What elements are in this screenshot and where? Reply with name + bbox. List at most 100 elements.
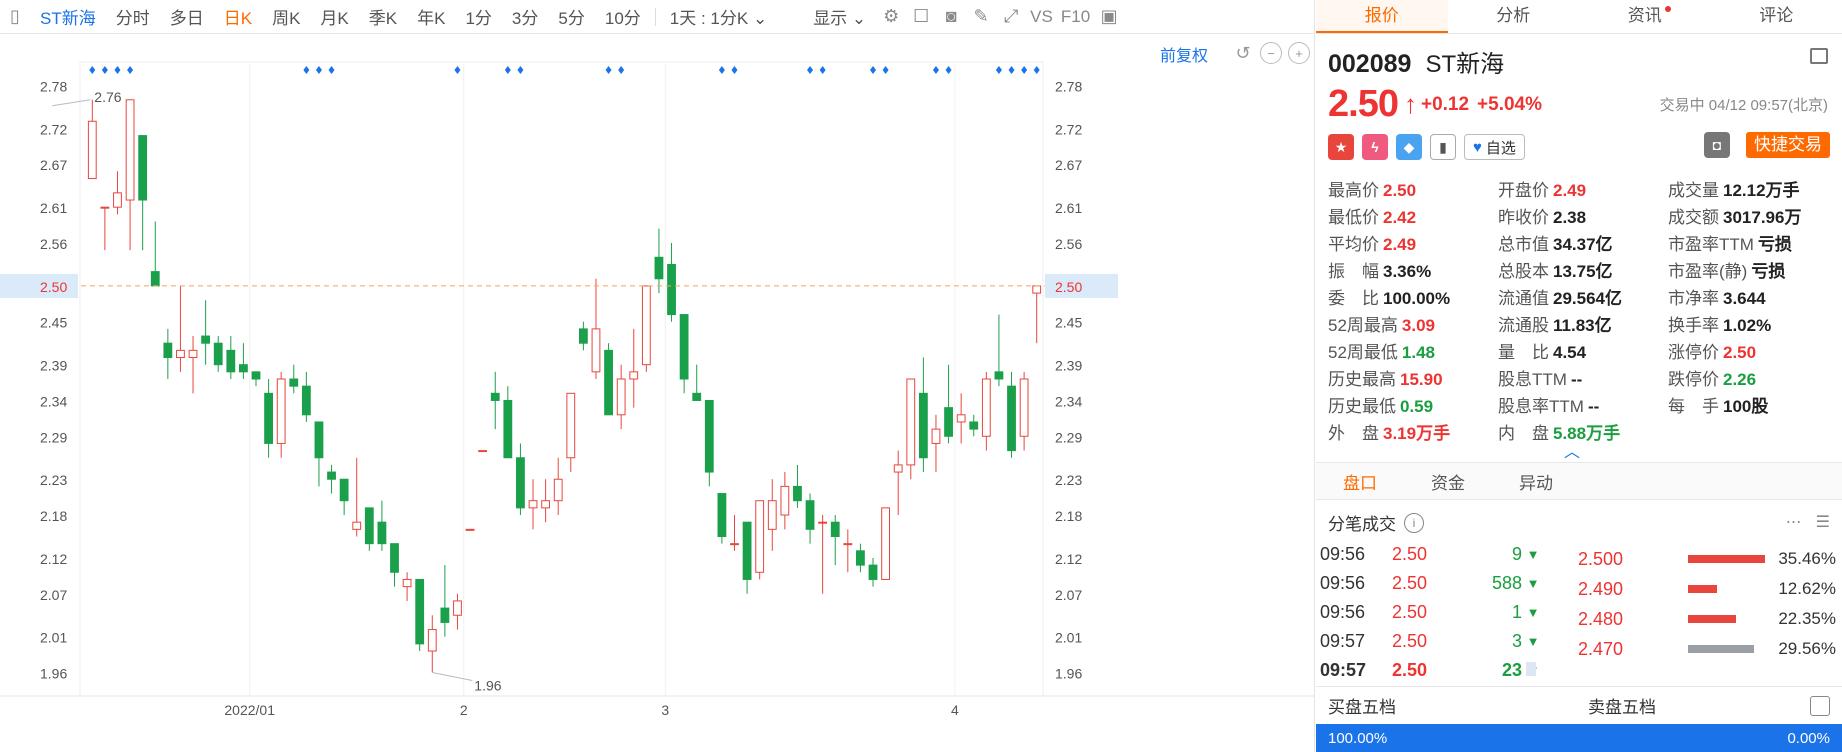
candle <box>339 478 349 516</box>
candle <box>251 371 261 387</box>
stat-cell: 昨收价 2.38 <box>1498 203 1668 228</box>
zoom-out-icon[interactable]: − <box>1260 42 1282 64</box>
tab-analysis[interactable]: 分析 <box>1496 6 1531 25</box>
period-yuek[interactable]: 月K <box>320 9 349 28</box>
event-marker-icon <box>807 66 814 74</box>
tab-alerts[interactable]: 异动 <box>1519 473 1553 493</box>
camera-icon[interactable]: ◙ <box>945 6 957 26</box>
chevron-up-icon[interactable]: ︿ <box>1564 444 1581 461</box>
watchlist-button[interactable]: ♥ 自选 <box>1464 134 1525 160</box>
candle-body <box>881 507 891 580</box>
stat-label: 昨收价 <box>1498 208 1549 227</box>
stat-cell: 量 比 4.54 <box>1498 338 1668 363</box>
stat-label: 历史最高 <box>1328 370 1396 389</box>
candle-body <box>868 564 878 580</box>
candle <box>238 343 248 379</box>
stat-label: 52周最高 <box>1328 316 1398 335</box>
candle <box>314 421 324 487</box>
tab-funds[interactable]: 资金 <box>1431 473 1465 493</box>
stat-cell: 流通股 11.83亿 <box>1498 311 1668 336</box>
trade-time: 09:57 <box>1320 660 1367 680</box>
stat-cell: 市盈率TTM 亏损 <box>1668 230 1838 255</box>
price-distribution: 2.500 35.46% 2.490 12.62% 2.480 22.35% 2.470 29… <box>1578 544 1840 664</box>
period-fenshi[interactable]: 分时 <box>115 9 150 28</box>
fullscreen-icon[interactable]: ⤢ <box>1003 6 1019 26</box>
tab-quote[interactable]: 报价 <box>1316 0 1448 33</box>
display-dropdown[interactable]: 显示 ⌄ <box>803 4 876 29</box>
candle <box>893 450 903 516</box>
list-icon[interactable] <box>1810 48 1828 64</box>
period-duori[interactable]: 多日 <box>169 9 204 28</box>
tab-comments[interactable]: 评论 <box>1759 6 1794 25</box>
stat-cell: 流通值 29.564亿 <box>1498 284 1668 309</box>
sidebar-toggle-icon[interactable]: ▯ <box>10 6 20 26</box>
vs-button[interactable]: VS <box>1030 6 1053 26</box>
stat-cell: 52周最低 1.48 <box>1328 338 1498 363</box>
china-flag-icon[interactable]: ★ <box>1328 134 1354 160</box>
candle-body <box>830 521 840 538</box>
candle <box>553 457 563 516</box>
list-view-icon[interactable]: ☰ <box>1815 514 1830 531</box>
candlestick-chart[interactable]: 2.78 2.72 2.67 2.61 2.56 2.45 2.39 2.34 2.29 2.23… <box>0 34 1315 752</box>
info-icon[interactable]: i <box>1404 512 1424 533</box>
y-axis-right: 2.78 2.72 2.67 2.61 2.56 2.45 2.39 2.34 2.29 2.23… <box>1055 78 1082 681</box>
reset-icon[interactable]: ↺ <box>1235 42 1251 63</box>
tag-icon[interactable]: ◆ <box>1396 134 1422 160</box>
distribution-pct: 22.35% <box>1778 609 1836 628</box>
gear-icon[interactable]: ⚙ <box>883 6 900 26</box>
stat-cell: 股息TTM -- <box>1498 365 1668 390</box>
period-5min[interactable]: 5分 <box>558 9 585 28</box>
candle <box>956 393 966 444</box>
stats-row: 52周最高 3.09 流通股 11.83亿 换手率 1.02% <box>1328 310 1838 337</box>
event-marker-icon <box>605 66 612 74</box>
candle <box>402 572 412 601</box>
distribution-price: 2.480 <box>1578 608 1624 629</box>
candle <box>440 565 450 637</box>
stat-cell: 外 盘 3.19万手 <box>1328 419 1498 444</box>
period-jik[interactable]: 季K <box>368 9 398 28</box>
tab-pankou[interactable]: 盘口 <box>1343 473 1377 493</box>
period-zhouk[interactable]: 周K <box>272 9 301 28</box>
price-change: +0.12 <box>1420 93 1470 115</box>
settings-icon[interactable] <box>1810 696 1830 716</box>
candle-body <box>629 371 639 380</box>
checkbox-icon[interactable]: ☐ <box>913 6 930 26</box>
candle-body <box>528 500 538 509</box>
candle-body <box>578 328 588 344</box>
quick-trade-button[interactable]: 快捷交易 <box>1746 132 1830 158</box>
candle <box>453 593 462 630</box>
period-1min[interactable]: 1分 <box>465 9 492 28</box>
more-icon[interactable]: ⋯ <box>1785 514 1802 531</box>
stat-label: 股息率TTM <box>1498 397 1584 416</box>
bookmark-icon[interactable]: ▮ <box>1430 134 1456 160</box>
stats-row: 历史最高 15.90 股息TTM -- 跌停价 2.26 <box>1328 364 1838 391</box>
interval-dropdown[interactable]: 1天 : 1分K ⌄ <box>660 4 777 29</box>
period-3min[interactable]: 3分 <box>511 9 539 28</box>
candle-body <box>339 478 349 502</box>
candle-body <box>301 385 311 416</box>
f10-button[interactable]: F10 <box>1060 6 1091 26</box>
distribution-row: 2.470 29.56% <box>1578 634 1840 664</box>
trade-time: 09:57 <box>1320 631 1366 651</box>
y-tick-label: 2.78 <box>1055 78 1082 94</box>
period-10min[interactable]: 10分 <box>604 9 641 28</box>
period-rik[interactable]: 日K <box>223 9 253 28</box>
stat-cell: 每 手 100股 <box>1668 392 1838 417</box>
period-niank[interactable]: 年K <box>417 9 446 28</box>
distribution-row: 2.500 35.46% <box>1578 544 1840 574</box>
panel-toggle-icon[interactable]: ▣ <box>1100 6 1118 26</box>
candle <box>994 314 1004 387</box>
stat-cell: 最高价 2.50 <box>1328 176 1498 201</box>
lightning-icon[interactable]: ϟ <box>1362 134 1388 160</box>
tab-news[interactable]: 资讯 <box>1579 0 1711 33</box>
bell-icon[interactable]: ◘ <box>1704 132 1730 158</box>
candle <box>176 285 185 372</box>
stock-name-link[interactable]: ST新海 <box>40 9 96 28</box>
zoom-in-icon[interactable]: + <box>1288 42 1310 64</box>
candle <box>604 343 613 416</box>
current-price-tag-left <box>0 273 78 298</box>
pencil-icon[interactable]: ✎ <box>973 6 989 26</box>
stat-value: 29.564亿 <box>1553 289 1622 308</box>
adjust-price-dropdown[interactable]: 前复权 <box>1160 48 1209 65</box>
x-axis: 2022/01 2 3 4 <box>0 695 1315 718</box>
